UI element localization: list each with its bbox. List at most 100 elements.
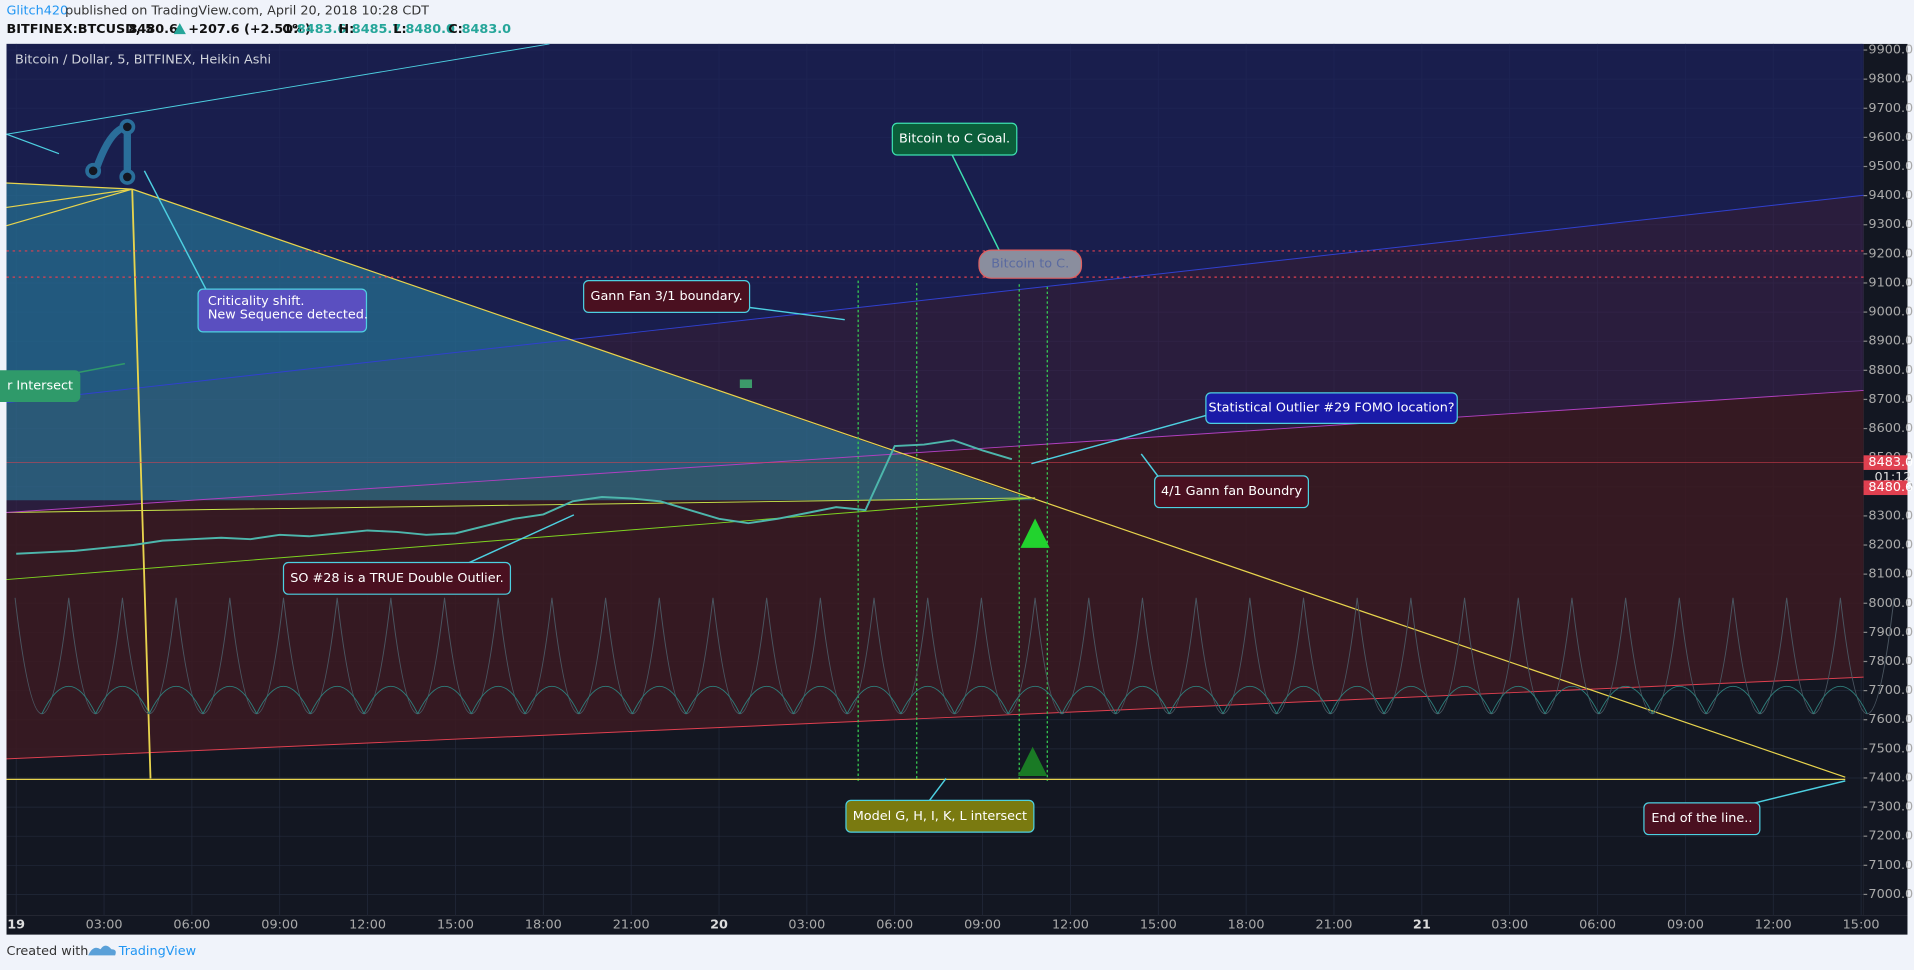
up-arrow [173, 23, 186, 35]
y-tick-label: 8600.0 [1868, 421, 1913, 436]
flag [739, 379, 753, 388]
x-tick-label: 15:00 [437, 917, 474, 932]
author[interactable]: Glitch420 [7, 3, 69, 18]
x-tick-label: 03:00 [1491, 917, 1528, 932]
y-tick-label: 7300.0 [1868, 800, 1913, 815]
y-tick-label: 7000.0 [1868, 887, 1913, 902]
annotation-box [0, 370, 81, 403]
y-tick-label: 9200.0 [1868, 246, 1913, 261]
annotation-box [1643, 802, 1761, 836]
annotation: r Intersect [7, 379, 73, 394]
x-tick-label: 15:00 [1140, 917, 1177, 932]
y-axis-area [1863, 43, 1908, 916]
y-tick-label: 9800.0 [1868, 72, 1913, 87]
x-tick-label: 15:00 [1843, 917, 1880, 932]
callout-pointer [143, 170, 209, 294]
y-tick-label: 7800.0 [1868, 654, 1913, 669]
x-tick-label: 21:00 [1316, 917, 1353, 932]
y-tick-label: 8900.0 [1868, 334, 1913, 349]
annotation: Bitcoin to C Goal. [899, 132, 1010, 147]
h-label: H: [338, 22, 354, 37]
callout-pointer [1031, 414, 1209, 465]
y-tick-label: 9500.0 [1868, 159, 1913, 174]
cycle-indicator [41, 685, 1868, 714]
x-tick-label: 09:00 [964, 917, 1001, 932]
y-tick-label: 9900.0 [1868, 43, 1913, 58]
callout-pointer [463, 514, 575, 566]
callout-pointer [1140, 453, 1161, 479]
y-tick-label: 7700.0 [1868, 683, 1913, 698]
y-tick-label: 9600.0 [1868, 130, 1913, 145]
x-tick-label: 06:00 [1579, 917, 1616, 932]
annotation: Statistical Outlier #29 FOMO location? [1209, 401, 1455, 416]
x-tick-label: 18:00 [525, 917, 562, 932]
cyan-triangle [6, 183, 1036, 501]
x-tick-label: 20 [710, 917, 728, 932]
open: 8483.6 [297, 22, 346, 37]
annotation-box [845, 799, 1035, 833]
yellow-vertical [131, 189, 152, 779]
annotation: 4/1 Gann fan Boundry [1161, 484, 1302, 499]
annotation-box [197, 288, 368, 333]
x-tick-label: 03:00 [788, 917, 825, 932]
callout-pointer [927, 778, 947, 804]
y-tick-label: 7500.0 [1868, 741, 1913, 756]
y-tick-label: 8700.0 [1868, 392, 1913, 407]
annotation: New Sequence detected. [208, 307, 368, 322]
yellow-fan [6, 188, 133, 209]
pitchfork-node [119, 118, 136, 135]
symbol: BITFINEX:BTCUSD, 5 [7, 22, 155, 37]
close-label: 8483.0 [1868, 455, 1913, 470]
y-tick-label: 7200.0 [1868, 829, 1913, 844]
brand[interactable]: TradingView [118, 944, 196, 959]
change: +207.6 (+2.51%) [188, 22, 310, 37]
annotation: End of the line.. [1651, 811, 1752, 826]
annotation: SO #28 is a TRUE Double Outlier. [290, 571, 504, 586]
high: 8485.7 [352, 22, 401, 37]
pointer [6, 133, 60, 155]
y-tick-label: 8800.0 [1868, 363, 1913, 378]
chart-title: Bitcoin / Dollar, 5, BITFINEX, Heikin As… [15, 52, 271, 67]
x-tick-label: 06:00 [173, 917, 210, 932]
y-tick-label: 7100.0 [1868, 858, 1913, 873]
callout-pointer [73, 362, 126, 375]
price-line [16, 439, 1013, 555]
warning-icon [1018, 746, 1048, 776]
x-tick-label: 09:00 [1667, 917, 1704, 932]
x-tick-label: 21:00 [613, 917, 650, 932]
callout-pointer [1745, 780, 1846, 806]
close: 8483.0 [462, 22, 511, 37]
y-tick-label: 9100.0 [1868, 275, 1913, 290]
annotation: Bitcoin to C. [991, 257, 1069, 272]
annotation-box [583, 280, 751, 313]
x-tick-label: 19 [7, 917, 25, 932]
callout-pointer [749, 306, 845, 321]
x-tick-label: 12:00 [1052, 917, 1089, 932]
warning-icon [1020, 518, 1050, 548]
annotation: Criticality shift. [208, 294, 305, 309]
x-tick-label: 21 [1413, 917, 1431, 932]
l-label: L: [393, 22, 406, 37]
annotation: Model G, H, I, K, L intersect [853, 809, 1027, 824]
annotation-box [1154, 475, 1310, 509]
x-tick-label: 18:00 [1228, 917, 1265, 932]
y-tick-label: 9400.0 [1868, 188, 1913, 203]
zones [6, 43, 1864, 781]
pitchfork-node [119, 168, 136, 185]
red-trend [6, 676, 1864, 760]
tv-logo [88, 945, 116, 956]
annotation-box [1205, 392, 1458, 424]
o-label: O: [282, 22, 298, 37]
y-tick-label: 9000.0 [1868, 305, 1913, 320]
y-tick-label: 7400.0 [1868, 770, 1913, 785]
annotation-box [891, 122, 1018, 156]
pitchfork-node [85, 162, 102, 179]
c-label: C: [448, 22, 463, 37]
last-label: 8480.6 [1868, 480, 1913, 495]
y-tick-label: 8300.0 [1868, 508, 1913, 523]
x-tick-label: 12:00 [349, 917, 386, 932]
annotation-box [978, 249, 1083, 279]
y-tick-label: 8000.0 [1868, 596, 1913, 611]
x-tick-label: 12:00 [1755, 917, 1792, 932]
